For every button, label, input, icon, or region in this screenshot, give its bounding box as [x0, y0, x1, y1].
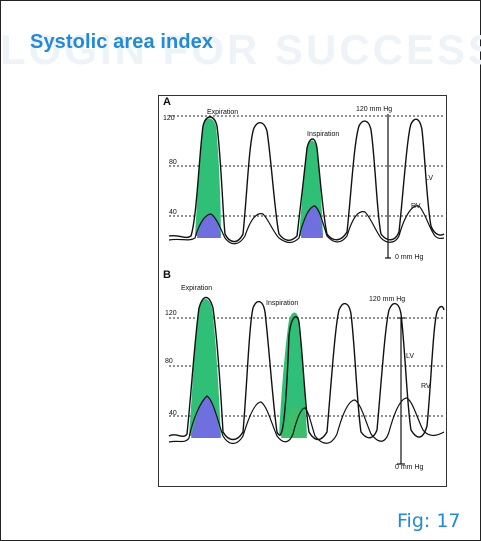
- panel-b-lv-label: LV: [406, 353, 414, 360]
- panel-b-tick-80: 80: [165, 358, 173, 365]
- panel-a-lv-label: LV: [425, 175, 433, 182]
- panel-b-rv-label: RV: [421, 383, 431, 390]
- panel-b-top-scale: 120 mm Hg: [369, 296, 405, 303]
- panel-b-lv-area-expiration: [189, 299, 221, 436]
- panel-b-inspiration-label: Inspiration: [266, 300, 298, 307]
- panel-a-lv-trace: [168, 116, 445, 243]
- panel-b-bottom-scale: 0 mm Hg: [395, 464, 424, 471]
- panel-b-rv-area-expiration: [191, 396, 221, 438]
- panel-a-lv-area-expiration: [195, 118, 221, 236]
- watermark: LOGIN FOR SUCCESS: [0, 26, 481, 73]
- panel-b-tick-120: 120: [165, 310, 177, 317]
- panel-a-tick-120: 120: [163, 115, 175, 122]
- panel-a-rv-area-inspiration: [301, 206, 323, 238]
- panel-a-top-scale: 120 mm Hg: [356, 106, 392, 113]
- figure-caption: Fig: 17: [397, 510, 461, 532]
- panel-a-rv-label: RV: [411, 203, 421, 210]
- panel-b-rv-area-inspiration: [281, 406, 307, 438]
- panel-a-tick-40: 40: [169, 209, 177, 216]
- panel-b-letter: B: [163, 269, 171, 281]
- panel-a-expiration-label: Expiration: [207, 109, 238, 116]
- panel-a-rv-trace: [168, 205, 445, 245]
- panel-b-rv-trace: [168, 395, 445, 445]
- panel-a-inspiration-label: Inspiration: [307, 131, 339, 138]
- panel-a-tick-80: 80: [169, 159, 177, 166]
- panel-b-tick-40: 40: [169, 410, 177, 417]
- panel-a-bottom-scale: 0 mm Hg: [395, 254, 424, 261]
- slide-title: Systolic area index: [30, 31, 214, 53]
- panel-a: A 120 80 40 Expiration Inspiration 120 m…: [163, 96, 445, 261]
- panel-a-letter: A: [163, 96, 171, 108]
- panel-b-lv-trace: [168, 296, 445, 441]
- pressure-tracing-figure: A 120 80 40 Expiration Inspiration 120 m…: [158, 95, 447, 487]
- panel-b: B Expiration Inspiration 120 mm Hg 0 mm …: [163, 269, 445, 471]
- panel-b-expiration-label: Expiration: [181, 285, 212, 292]
- pressure-tracing-svg: A 120 80 40 Expiration Inspiration 120 m…: [163, 96, 445, 471]
